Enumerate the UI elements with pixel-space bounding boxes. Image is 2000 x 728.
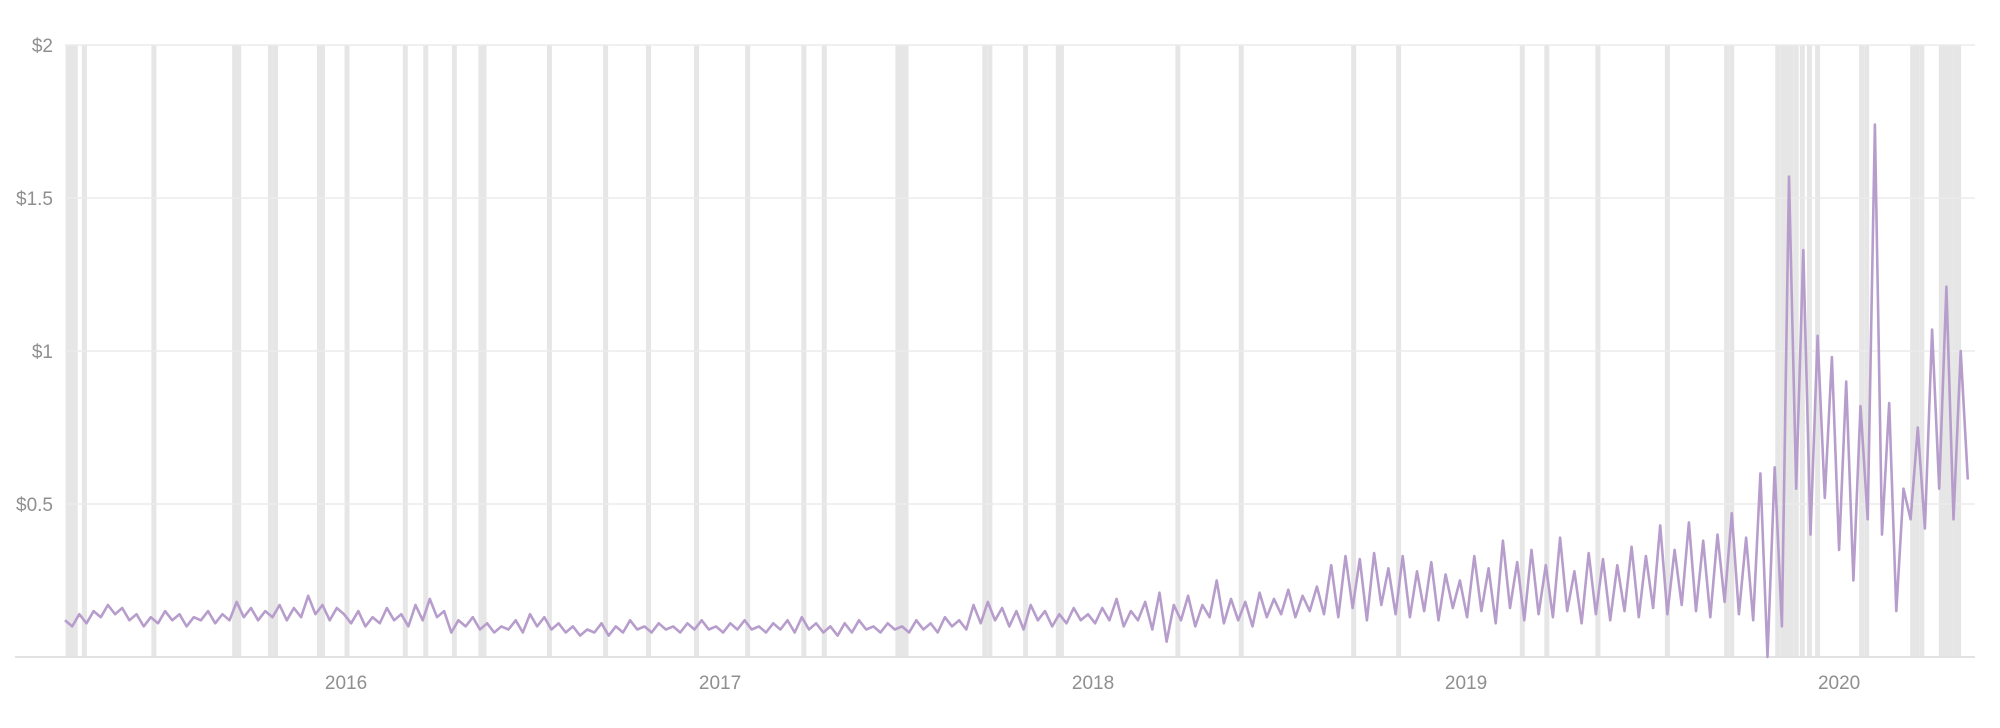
y-tick-label: $1 [32,342,53,363]
x-tick-label: 2017 [699,673,741,694]
x-axis: 2016 2017 2018 2019 2020 [325,673,1860,694]
y-axis: $0.5 $1 $1.5 $2 [16,36,53,516]
series-line [64,123,1970,659]
series-layer [64,123,1970,659]
x-tick-label: 2016 [325,673,367,694]
x-tick-label: 2018 [1072,673,1114,694]
y-tick-label: $0.5 [16,495,53,516]
x-tick-label: 2020 [1818,673,1860,694]
x-tick-label: 2019 [1445,673,1487,694]
gridlines [15,44,1975,658]
y-tick-label: $1.5 [16,189,53,210]
y-tick-label: $2 [32,36,53,57]
